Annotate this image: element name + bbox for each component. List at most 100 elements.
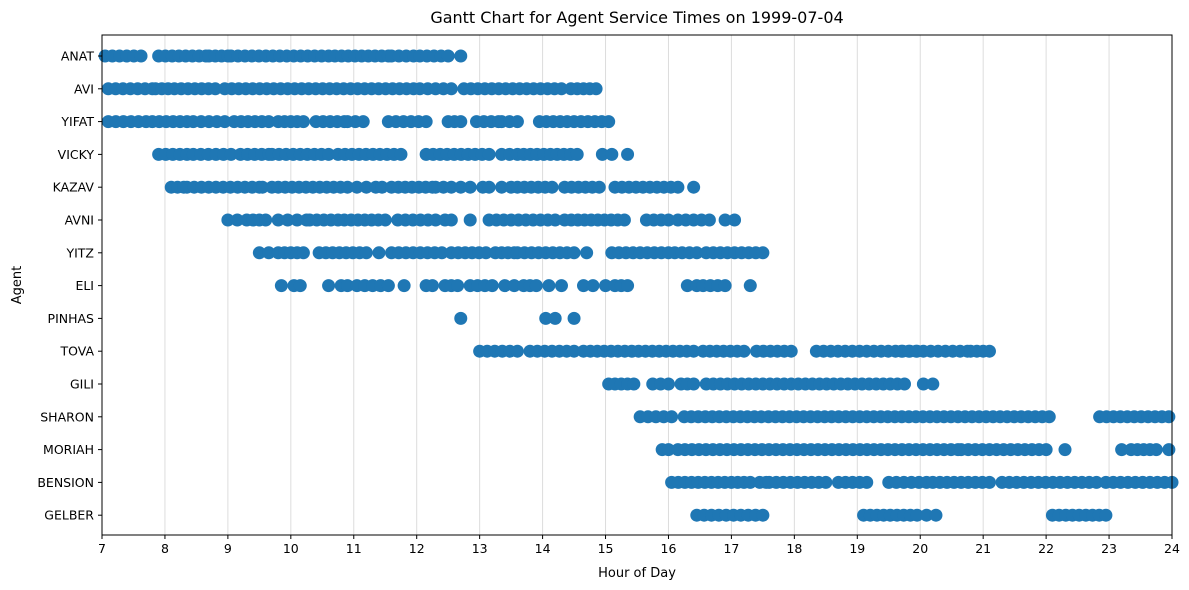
y-tick-label: GELBER xyxy=(44,508,94,523)
x-tick-label: 23 xyxy=(1101,541,1117,556)
y-tick-label: YITZ xyxy=(65,245,94,260)
agent-row-bension xyxy=(665,475,1179,489)
x-tick-label: 14 xyxy=(535,541,551,556)
service-point xyxy=(252,246,266,260)
x-tick-label: 17 xyxy=(723,541,739,556)
chart-marks xyxy=(98,49,1179,522)
service-point xyxy=(224,147,238,161)
service-point xyxy=(463,213,477,227)
service-point xyxy=(661,377,675,391)
service-point xyxy=(134,49,148,63)
service-point xyxy=(756,246,770,260)
service-point xyxy=(982,344,996,358)
x-tick-label: 12 xyxy=(409,541,425,556)
service-point xyxy=(542,279,556,293)
service-point xyxy=(737,344,751,358)
service-point xyxy=(296,246,310,260)
service-point xyxy=(359,246,373,260)
service-point xyxy=(548,213,562,227)
service-point xyxy=(435,246,449,260)
service-point xyxy=(567,344,581,358)
service-point xyxy=(545,180,559,194)
agent-row-kazav xyxy=(164,180,701,194)
service-point xyxy=(926,377,940,391)
service-point xyxy=(454,311,468,325)
service-point xyxy=(510,344,524,358)
service-point xyxy=(274,279,288,293)
x-axis: 7 8 9 10 11 12 13 14 15 16 17 18 19 20 21 22 23 24 xyxy=(98,535,1180,556)
x-tick-label: 20 xyxy=(912,541,928,556)
agent-row-yitz xyxy=(252,246,770,260)
service-point xyxy=(259,213,273,227)
y-tick-label: TOVA xyxy=(59,344,94,359)
x-tick-label: 19 xyxy=(849,541,865,556)
agent-row-vicky xyxy=(152,147,635,161)
service-point xyxy=(743,279,757,293)
service-point xyxy=(567,311,581,325)
x-tick-label: 21 xyxy=(975,541,991,556)
service-point xyxy=(929,508,943,522)
agent-row-pinhas xyxy=(454,311,581,325)
y-tick-label: BENSION xyxy=(37,475,94,490)
service-point xyxy=(356,115,370,129)
service-point xyxy=(661,443,675,457)
service-point xyxy=(372,246,386,260)
service-point xyxy=(756,508,770,522)
service-point xyxy=(916,377,930,391)
service-point xyxy=(397,279,411,293)
service-point xyxy=(271,213,285,227)
y-tick-label: GILI xyxy=(70,377,94,392)
y-tick-label: AVNI xyxy=(65,213,94,228)
agent-row-avi xyxy=(101,82,603,96)
service-point xyxy=(322,147,336,161)
service-point xyxy=(1058,443,1072,457)
service-point xyxy=(479,246,493,260)
service-point xyxy=(743,475,757,489)
x-tick-label: 24 xyxy=(1164,541,1180,556)
service-point xyxy=(454,180,468,194)
service-point xyxy=(599,279,613,293)
service-point xyxy=(262,246,276,260)
agent-row-avni xyxy=(221,213,742,227)
service-point xyxy=(529,279,543,293)
service-point xyxy=(680,279,694,293)
x-tick-label: 7 xyxy=(98,541,106,556)
service-point xyxy=(860,475,874,489)
service-point xyxy=(920,508,934,522)
y-tick-label: ELI xyxy=(75,278,94,293)
y-tick-label: KAZAV xyxy=(53,180,95,195)
service-point xyxy=(221,213,235,227)
service-point xyxy=(208,82,222,96)
service-point xyxy=(819,475,833,489)
x-tick-label: 11 xyxy=(346,541,362,556)
service-point xyxy=(425,279,439,293)
service-point xyxy=(498,279,512,293)
service-point xyxy=(617,213,631,227)
service-point xyxy=(510,115,524,129)
service-point xyxy=(463,180,477,194)
x-tick-label: 22 xyxy=(1038,541,1054,556)
service-point xyxy=(661,213,675,227)
agent-row-sharon xyxy=(633,410,1176,424)
service-point xyxy=(394,147,408,161)
service-point xyxy=(1115,443,1129,457)
service-point xyxy=(359,180,373,194)
service-point xyxy=(1162,410,1176,424)
service-point xyxy=(671,180,685,194)
service-point xyxy=(1099,508,1113,522)
y-tick-label: SHARON xyxy=(40,409,94,424)
service-point xyxy=(482,147,496,161)
y-axis: ANAT AVI YIFAT VICKY KAZAV AVNI YITZ ELI PINHAS T… xyxy=(37,49,102,523)
service-point xyxy=(451,279,465,293)
agent-row-yifat xyxy=(101,115,616,129)
y-tick-label: VICKY xyxy=(58,147,95,162)
service-point xyxy=(454,49,468,63)
agent-row-eli xyxy=(274,279,757,293)
service-point xyxy=(602,115,616,129)
x-tick-label: 9 xyxy=(224,541,232,556)
x-tick-label: 18 xyxy=(786,541,802,556)
y-tick-label: ANAT xyxy=(61,49,94,64)
service-point xyxy=(690,246,704,260)
service-point xyxy=(687,344,701,358)
